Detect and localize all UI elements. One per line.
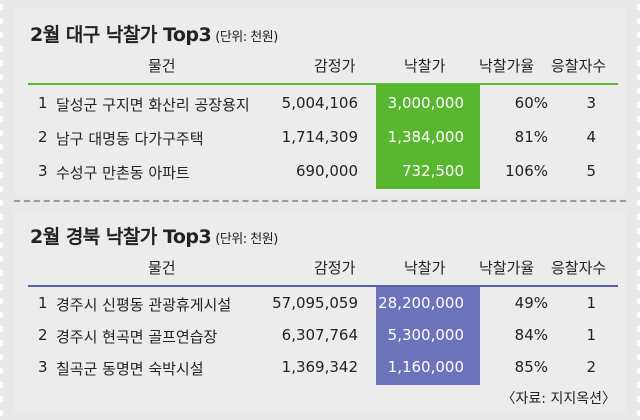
daegu-table: 2월 대구 낙찰가 Top3 (단위: 천원) 물건 감정가 낙찰가 낙찰가율 응… [14,8,626,196]
winning-bid: 28,200,000 [378,294,464,312]
source-note: 〈자료: 지지옥션〉 [501,391,616,407]
table-row: 2 경주시 현곡면 골프연습장 6,307,764 5,300,000 84% … [14,320,626,352]
perforated-edge-left [0,0,5,420]
winning-price-highlight [376,287,480,385]
bidder-count: 4 [586,128,596,146]
table-title: 2월 대구 낙찰가 Top3 (단위: 천원) [30,20,278,47]
property-name: 칠곡군 동명면 숙박시설 [56,360,204,378]
table-row: 3 수성구 만촌동 아파트 690,000 732,500 106% 5 [14,156,626,188]
winning-bid: 1,160,000 [387,358,464,376]
header-rate: 낙찰가율 [479,57,535,75]
appraisal-value: 1,369,342 [281,358,358,376]
title-text: 2월 대구 낙찰가 Top3 [30,24,212,46]
table-row: 1 달성군 구지면 화산리 공장용지 5,004,106 3,000,000 6… [14,88,626,120]
winning-bid: 5,300,000 [387,326,464,344]
bid-rate: 81% [514,128,548,146]
appraisal-value: 57,095,059 [272,294,358,312]
header-bidders: 응찰자수 [551,259,607,277]
header-bidders: 응찰자수 [551,57,607,75]
title-text: 2월 경북 낙찰가 Top3 [30,226,212,248]
table-title: 2월 경북 낙찰가 Top3 (단위: 천원) [30,222,278,249]
unit-label: (단위: 천원) [215,30,278,45]
bidder-count: 1 [586,294,596,312]
bid-rate: 84% [514,326,548,344]
bidder-count: 1 [586,326,596,344]
perforated-edge-right [635,0,640,420]
header-appraisal: 감정가 [314,259,356,277]
winning-bid: 3,000,000 [387,94,464,112]
winning-bid: 1,384,000 [387,128,464,146]
table-row: 1 경주시 신평동 관광휴게시설 57,095,059 28,200,000 4… [14,288,626,320]
bidder-count: 5 [586,162,596,180]
bid-rate: 49% [514,294,548,312]
bid-rate: 85% [514,358,548,376]
property-name: 경주시 현곡면 골프연습장 [56,328,218,346]
appraisal-value: 6,307,764 [281,326,358,344]
property-name: 달성군 구지면 화산리 공장용지 [56,96,250,114]
row-number: 2 [38,326,48,344]
appraisal-value: 1,714,309 [281,128,358,146]
header-rule [28,285,618,287]
header-winning: 낙찰가 [404,259,446,277]
row-number: 1 [38,94,48,112]
appraisal-value: 5,004,106 [281,94,358,112]
appraisal-value: 690,000 [295,162,358,180]
row-number: 3 [38,162,48,180]
gyeongbuk-table: 2월 경북 낙찰가 Top3 (단위: 천원) 물건 감정가 낙찰가 낙찰가율 응… [14,210,626,414]
row-number: 3 [38,358,48,376]
winning-bid: 732,500 [401,162,464,180]
bid-rate: 60% [514,94,548,112]
header-rate: 낙찰가율 [479,259,535,277]
header-winning: 낙찰가 [404,57,446,75]
property-name: 남구 대명동 다가구주택 [56,130,204,148]
header-item: 물건 [148,57,176,75]
winning-price-highlight [376,85,480,189]
header-appraisal: 감정가 [314,57,356,75]
row-number: 2 [38,128,48,146]
header-item: 물건 [148,259,176,277]
property-name: 수성구 만촌동 아파트 [56,164,190,182]
bidder-count: 2 [586,358,596,376]
table-row: 3 칠곡군 동명면 숙박시설 1,369,342 1,160,000 85% 2 [14,352,626,384]
unit-label: (단위: 천원) [215,232,278,247]
property-name: 경주시 신평동 관광휴게시설 [56,296,232,314]
header-rule [28,83,618,85]
section-divider [14,200,626,202]
row-number: 1 [38,294,48,312]
table-row: 2 남구 대명동 다가구주택 1,714,309 1,384,000 81% 4 [14,122,626,154]
bidder-count: 3 [586,94,596,112]
bid-rate: 106% [505,162,548,180]
